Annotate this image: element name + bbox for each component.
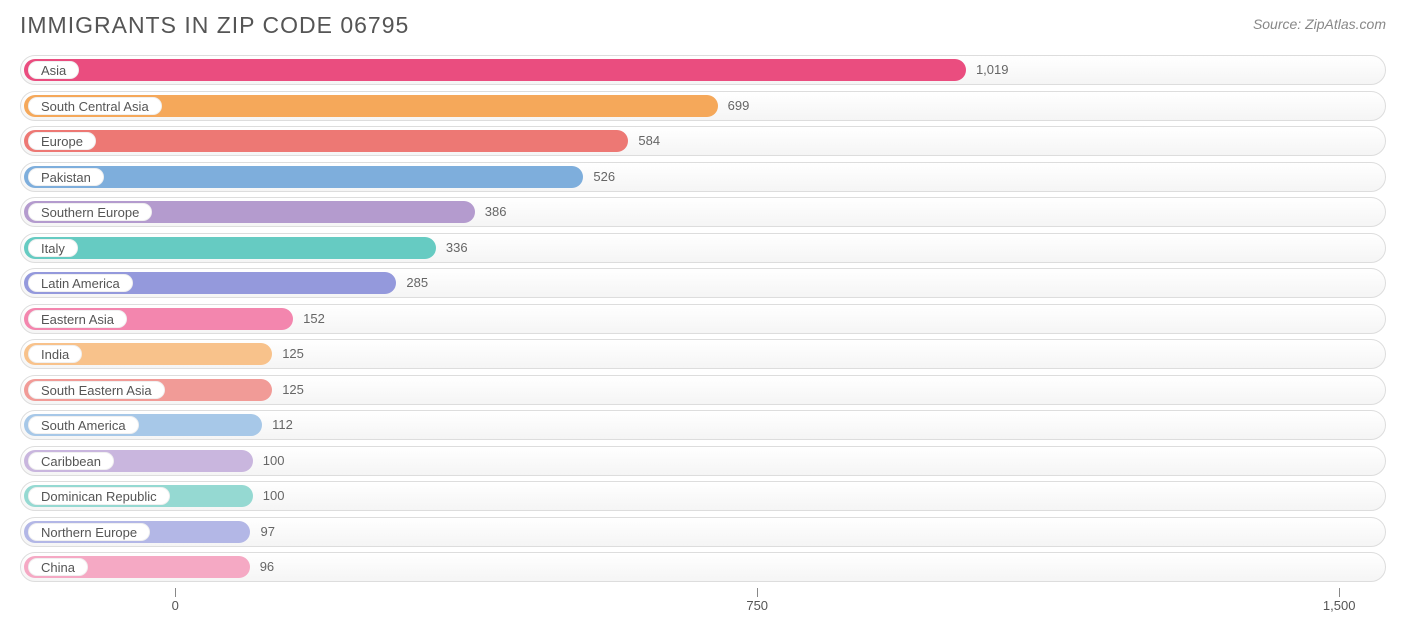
bar-row: China 96: [20, 552, 1386, 582]
bar-row: India 125: [20, 339, 1386, 369]
bar-value-label: 125: [274, 375, 304, 405]
bar-value-label: 584: [630, 126, 660, 156]
bar-row: Pakistan 526: [20, 162, 1386, 192]
bar-row: Dominican Republic 100: [20, 481, 1386, 511]
bar-fill: [24, 130, 628, 152]
bar-fill: [24, 166, 583, 188]
bar-row: Italy 336: [20, 233, 1386, 263]
bar-category-label: South Eastern Asia: [28, 381, 165, 399]
bar-value-label: 100: [255, 446, 285, 476]
bar-category-label: Italy: [28, 239, 78, 257]
bar-category-label: Southern Europe: [28, 203, 152, 221]
chart-source: Source: ZipAtlas.com: [1253, 16, 1386, 32]
axis-tick-label: 1,500: [1323, 598, 1356, 613]
bar-row: Asia 1,019: [20, 55, 1386, 85]
bar-value-label: 336: [438, 233, 468, 263]
bar-row: South Central Asia 699: [20, 91, 1386, 121]
axis-tick: [1339, 588, 1340, 597]
bar-value-label: 526: [585, 162, 615, 192]
bar-value-label: 152: [295, 304, 325, 334]
bar-category-label: Caribbean: [28, 452, 114, 470]
bar-row: South Eastern Asia 125: [20, 375, 1386, 405]
bar-value-label: 699: [720, 91, 750, 121]
bar-row: Latin America 285: [20, 268, 1386, 298]
bar-value-label: 97: [252, 517, 274, 547]
chart-area: Asia 1,019 South Central Asia 699 Europe 584 P…: [0, 47, 1406, 582]
bar-value-label: 100: [255, 481, 285, 511]
axis-tick: [757, 588, 758, 597]
bar-fill: [24, 237, 436, 259]
axis-tick: [175, 588, 176, 597]
bar-value-label: 112: [264, 410, 293, 440]
axis-tick-label: 750: [746, 598, 768, 613]
bar-category-label: Latin America: [28, 274, 133, 292]
bar-value-label: 386: [477, 197, 507, 227]
bar-category-label: South Central Asia: [28, 97, 162, 115]
axis-tick-label: 0: [172, 598, 179, 613]
bar-category-label: Europe: [28, 132, 96, 150]
bar-category-label: South America: [28, 416, 139, 434]
bar-category-label: Northern Europe: [28, 523, 150, 541]
bar-value-label: 285: [398, 268, 428, 298]
bar-row: Northern Europe 97: [20, 517, 1386, 547]
bar-category-label: Asia: [28, 61, 79, 79]
bar-category-label: Dominican Republic: [28, 487, 170, 505]
bar-value-label: 96: [252, 552, 274, 582]
chart-title: IMMIGRANTS IN ZIP CODE 06795: [20, 12, 409, 39]
bar-category-label: India: [28, 345, 82, 363]
bar-fill: [24, 59, 966, 81]
bar-row: Eastern Asia 152: [20, 304, 1386, 334]
bar-row: Caribbean 100: [20, 446, 1386, 476]
bar-row: Southern Europe 386: [20, 197, 1386, 227]
bar-category-label: Eastern Asia: [28, 310, 127, 328]
bar-row: South America 112: [20, 410, 1386, 440]
bar-category-label: Pakistan: [28, 168, 104, 186]
bar-value-label: 125: [274, 339, 304, 369]
x-axis: 0 750 1,500: [20, 588, 1386, 618]
bar-value-label: 1,019: [968, 55, 1009, 85]
bar-category-label: China: [28, 558, 88, 576]
bar-row: Europe 584: [20, 126, 1386, 156]
